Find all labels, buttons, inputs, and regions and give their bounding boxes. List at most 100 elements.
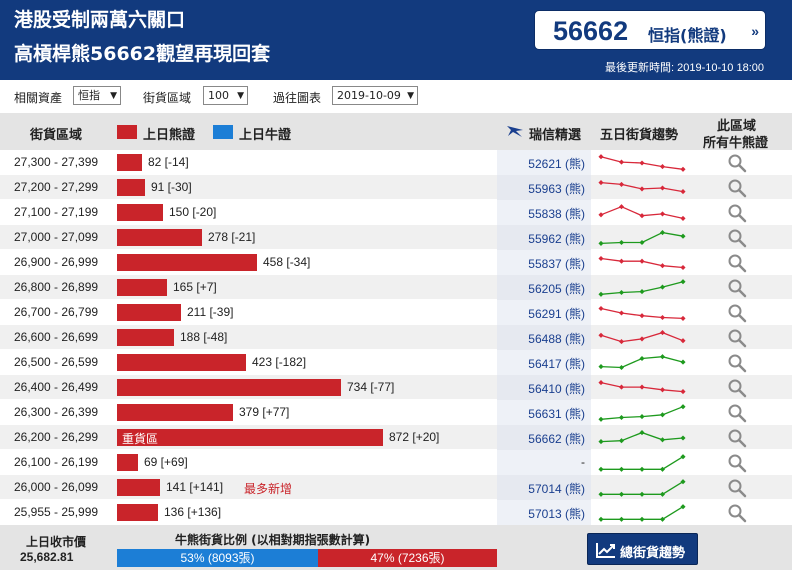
search-icon[interactable]	[727, 153, 747, 173]
sparkline-point	[639, 258, 645, 264]
table-header: 街貨區域 上日熊證 上日牛證 瑞信精選 五日街貨趨勢 此區域 所有牛熊證	[0, 113, 792, 151]
search-icon[interactable]	[727, 353, 747, 373]
bear-volume-bar[interactable]	[117, 329, 174, 346]
bear-volume-bar[interactable]	[117, 254, 257, 271]
sparkline-point	[618, 159, 625, 165]
ubs-pick-link[interactable]: 56662 (熊)	[528, 432, 585, 446]
search-icon[interactable]	[727, 378, 747, 398]
col-zone-header: 街貨區域	[30, 128, 83, 143]
bear-volume-bar[interactable]	[117, 379, 341, 396]
sparkline-point	[618, 310, 625, 316]
search-icon[interactable]	[727, 478, 747, 498]
sparkline-point	[680, 215, 686, 221]
total-trend-label: 總街貨趨勢	[620, 546, 686, 561]
bar-value-label: 188 [-48]	[180, 330, 228, 344]
bear-volume-bar[interactable]	[117, 354, 246, 371]
ubs-pick-link[interactable]: 56291 (熊)	[528, 307, 585, 321]
bear-volume-bar[interactable]	[117, 304, 181, 321]
past-chart-label: 過往圖表	[273, 91, 322, 105]
ubs-pick-link[interactable]: 57013 (熊)	[528, 507, 585, 521]
sparkline-point	[598, 491, 604, 497]
search-icon[interactable]	[727, 303, 747, 323]
bear-volume-bar[interactable]	[117, 279, 167, 296]
sparkline-point	[639, 336, 645, 342]
sparkline-point	[639, 384, 645, 390]
zone-range: 26,000 - 26,099	[14, 480, 99, 494]
sparkline-point	[639, 466, 645, 472]
search-icon[interactable]	[727, 228, 747, 248]
ubs-pick-link[interactable]: 55963 (熊)	[528, 182, 585, 196]
sparkline-point	[659, 466, 666, 472]
sparkline-point	[680, 338, 686, 344]
search-icon[interactable]	[727, 203, 747, 223]
five-day-trend-sparkline	[598, 404, 686, 422]
ubs-pick-link[interactable]: 56631 (熊)	[528, 407, 585, 421]
sparkline-point	[598, 364, 604, 370]
dropdown-arrow-icon: ▼	[407, 91, 414, 101]
bear-volume-bar[interactable]	[117, 479, 160, 496]
ubs-pick-cell: 55963 (熊)	[497, 175, 591, 200]
search-icon[interactable]	[727, 453, 747, 473]
index-quote-button[interactable]: 56662 恒指(熊證) »	[534, 10, 766, 50]
ubs-pick-link[interactable]: 56488 (熊)	[528, 332, 585, 346]
bar-value-label: 278 [-21]	[208, 230, 256, 244]
asset-select[interactable]: 恒指 ▼	[73, 86, 121, 105]
sparkline-point	[659, 412, 666, 418]
sparkline-point	[598, 416, 604, 422]
bar-value-label: 150 [-20]	[169, 205, 217, 219]
five-day-trend-sparkline	[598, 255, 686, 271]
ubs-pick-link[interactable]: 55837 (熊)	[528, 257, 585, 271]
bear-volume-bar[interactable]	[117, 154, 142, 171]
ubs-pick-cell: 56205 (熊)	[497, 275, 591, 300]
bear-volume-bar[interactable]	[117, 404, 233, 421]
search-icon[interactable]	[727, 428, 747, 448]
dropdown-arrow-icon: ▼	[110, 91, 117, 101]
sparkline-point	[680, 166, 686, 172]
search-icon[interactable]	[727, 503, 747, 523]
bar-value-label: 141 [+141]	[166, 480, 224, 494]
ubs-pick-cell: -	[497, 450, 591, 475]
ubs-pick-link[interactable]: 55838 (熊)	[528, 207, 585, 221]
bear-volume-bar[interactable]	[117, 504, 158, 521]
sparkline-point	[659, 263, 666, 269]
search-icon[interactable]	[727, 178, 747, 198]
search-icon[interactable]	[727, 253, 747, 273]
zone-range: 26,700 - 26,799	[14, 305, 99, 319]
sparkline-point	[598, 291, 604, 297]
dropdown-arrow-icon: ▼	[237, 91, 244, 101]
bear-volume-bar[interactable]	[117, 204, 163, 221]
sparkline-point	[598, 305, 604, 312]
ubs-pick-link[interactable]: 56205 (熊)	[528, 282, 585, 296]
bear-volume-bar[interactable]	[117, 179, 145, 196]
bear-volume-bar[interactable]	[117, 229, 202, 246]
zone-range: 26,100 - 26,199	[14, 455, 99, 469]
sparkline-point	[618, 384, 625, 390]
zone-range: 26,200 - 26,299	[14, 430, 99, 444]
ubs-pick-cell: 56417 (熊)	[497, 350, 591, 375]
sparkline-point	[639, 213, 645, 219]
past-chart-date-select[interactable]: 2019-10-09 ▼	[332, 86, 418, 105]
ubs-pick-link[interactable]: 56410 (熊)	[528, 382, 585, 396]
five-day-trend-sparkline	[598, 354, 686, 371]
bar-value-label: 136 [+136]	[164, 505, 222, 519]
bear-volume-bar[interactable]	[117, 429, 383, 446]
bar-value-label: 423 [-182]	[252, 355, 307, 369]
total-trend-button[interactable]: 總街貨趨勢	[587, 533, 698, 565]
ubs-keys-logo-icon	[507, 126, 523, 137]
ubs-pick-link[interactable]: 52621 (熊)	[528, 157, 585, 171]
sparkline-point	[639, 516, 645, 522]
sparkline-point	[618, 466, 625, 472]
table-row: 26,500 - 26,599 423 [-182] 56417 (熊)	[0, 350, 792, 375]
ubs-pick-link[interactable]: 56417 (熊)	[528, 357, 585, 371]
search-icon[interactable]	[727, 403, 747, 423]
search-icon[interactable]	[727, 328, 747, 348]
sparkline-point	[598, 380, 604, 386]
ubs-pick-link[interactable]: 57014 (熊)	[528, 482, 585, 496]
zone-size-select[interactable]: 100 ▼	[203, 86, 248, 105]
search-icon[interactable]	[727, 278, 747, 298]
five-day-trend-sparkline	[598, 330, 686, 345]
bear-volume-bar[interactable]	[117, 454, 138, 471]
table-row: 26,900 - 26,999 458 [-34] 55837 (熊)	[0, 250, 792, 275]
ubs-pick-link[interactable]: 55962 (熊)	[528, 232, 585, 246]
sparkline-point	[639, 430, 645, 436]
